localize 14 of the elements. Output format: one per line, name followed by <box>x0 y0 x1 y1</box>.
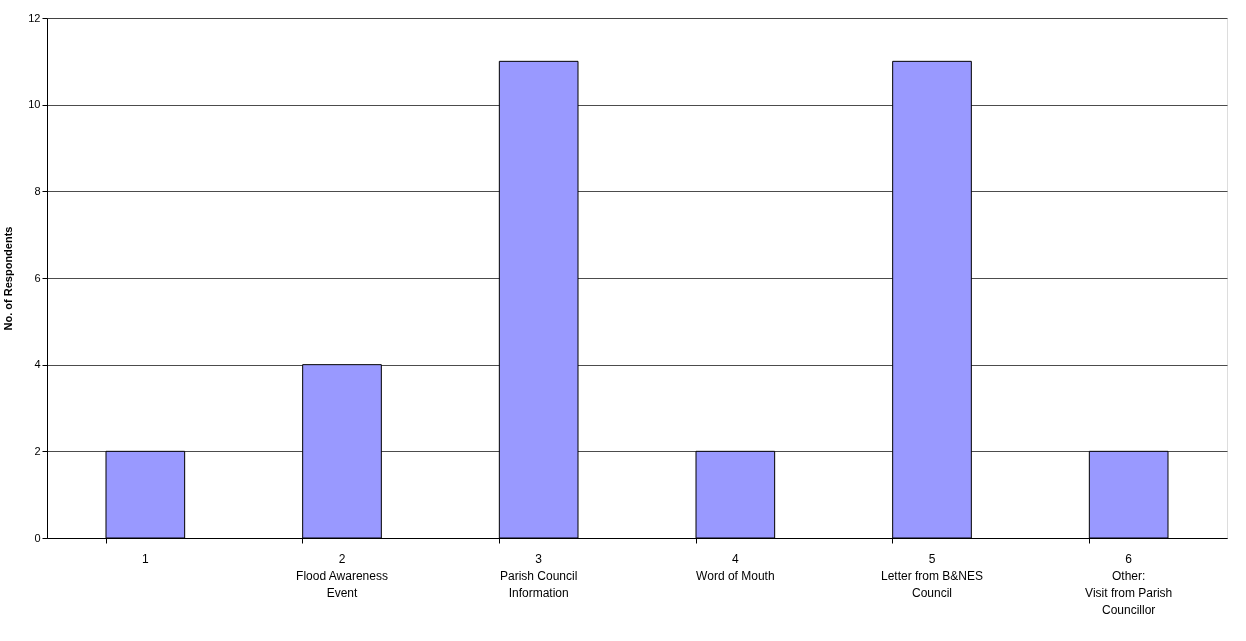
x-tick-label: 1 <box>141 551 149 566</box>
y-tick-label: 4 <box>34 358 41 371</box>
x-tick-label: 3 Parish Council Information <box>499 551 578 600</box>
y-tick-label: 0 <box>34 531 41 544</box>
x-tick-label: 4 Word of Mouth <box>696 551 775 583</box>
y-tick-label: 12 <box>28 11 41 24</box>
y-tick-label: 10 <box>28 98 41 111</box>
y-tick-label: 2 <box>34 444 41 457</box>
x-tick-label: 6 Other: Visit from Parish Councillor <box>1085 551 1173 617</box>
y-tick-label: 6 <box>34 271 41 284</box>
x-tick-label: 5 Letter from B&NES Council <box>880 551 984 600</box>
y-axis-title: No. of Respondents <box>2 226 15 331</box>
x-tick-label: 2 Flood Awareness Event <box>296 551 388 600</box>
y-tick-label: 8 <box>34 184 41 197</box>
